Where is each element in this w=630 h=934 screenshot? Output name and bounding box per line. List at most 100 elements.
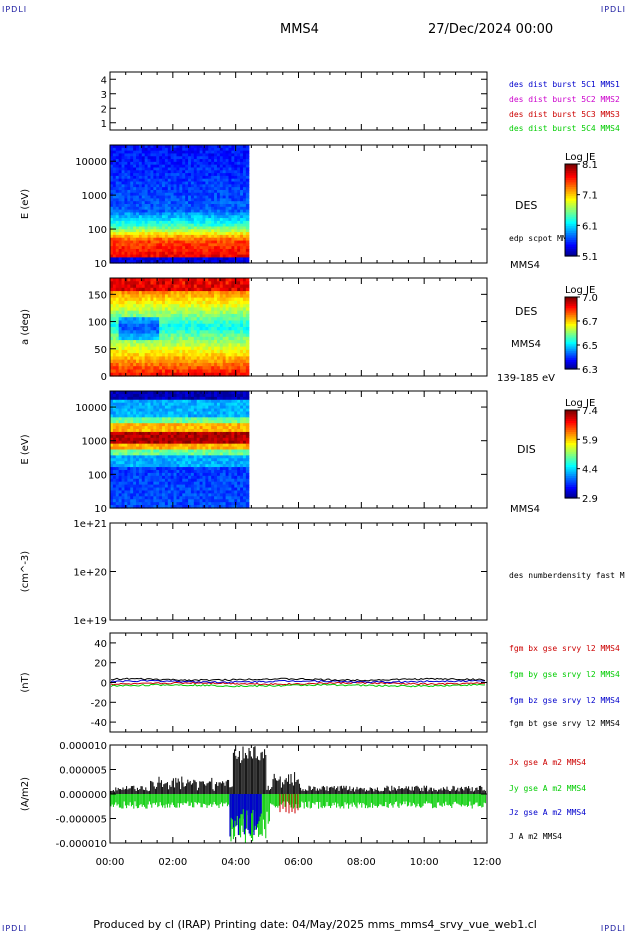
spectrogram-cell [176, 313, 180, 318]
spectrogram-cell [182, 429, 186, 433]
spectrogram-cell [185, 323, 189, 328]
spectrogram-cell [127, 204, 131, 208]
spectrogram-cell [185, 204, 189, 208]
spectrogram-cell [190, 356, 195, 361]
spectrogram-cell [242, 147, 247, 152]
spectrogram-cell [182, 475, 186, 480]
spectrogram-cell [216, 206, 221, 211]
spectrogram-cell [219, 156, 224, 160]
spectrogram-cell [173, 178, 178, 183]
spectrogram-cell [115, 431, 120, 436]
spectrogram-cell [222, 209, 227, 214]
spectrogram-cell [182, 300, 186, 305]
spectrogram-cell [245, 340, 250, 344]
spectrogram-cell [222, 234, 227, 239]
spectrogram-cell [121, 391, 126, 395]
spectrogram-cell [185, 317, 189, 322]
spectrogram-cell [115, 349, 120, 354]
spectrogram-cell [231, 320, 235, 325]
spectrogram-cell [147, 426, 152, 430]
spectrogram-cell [211, 372, 215, 377]
spectrogram-cell [136, 175, 140, 180]
spectrogram-cell [182, 464, 186, 468]
spectrogram-cell [141, 192, 146, 197]
spectrogram-cell [173, 175, 178, 180]
des-energy-colorbar-gradient-step [565, 207, 577, 211]
spectrogram-cell [173, 396, 178, 401]
spectrogram-cell [176, 294, 180, 299]
spectrogram-cell [110, 353, 114, 357]
spectrogram-cell [118, 449, 123, 454]
spectrogram-cell [179, 487, 183, 492]
spectrogram-cell [124, 164, 128, 169]
spectrogram-cell [216, 226, 221, 230]
spectrogram-cell [176, 452, 180, 456]
spectrogram-cell [133, 300, 137, 305]
spectrogram-cell [196, 184, 201, 188]
spectrogram-cell [118, 278, 123, 282]
spectrogram-cell [164, 417, 169, 421]
spectrogram-cell [208, 206, 212, 211]
spectrogram-cell [185, 209, 189, 214]
spectrogram-cell [196, 223, 201, 228]
spectrogram-cell [136, 490, 140, 494]
spectrogram-cell [130, 226, 134, 230]
spectrogram-cell [162, 161, 166, 166]
spectrogram-cell [162, 490, 166, 494]
spectrogram-cell [141, 170, 146, 174]
spectrogram-cell [156, 167, 160, 171]
spectrogram-cell [121, 464, 126, 468]
spectrogram-cell [156, 320, 160, 325]
spectrogram-cell [162, 362, 166, 367]
spectrogram-cell [164, 237, 169, 242]
spectrogram-cell [170, 431, 175, 436]
spectrogram-cell [118, 417, 123, 421]
spectrogram-cell [127, 246, 131, 250]
spectrogram-cell [240, 327, 244, 331]
spectrogram-cell [162, 310, 166, 315]
spectrogram-cell [124, 297, 128, 302]
spectrogram-cell [225, 304, 230, 308]
spectrogram-cell [121, 396, 126, 401]
spectrogram-cell [112, 446, 117, 451]
spectrogram-cell [182, 307, 186, 312]
spectrogram-cell [144, 145, 149, 149]
spectrogram-cell [240, 161, 244, 166]
spectrogram-cell [214, 195, 218, 199]
spectrogram-cell [228, 327, 233, 331]
spectrogram-cell [179, 396, 183, 401]
spectrogram-cell [188, 359, 192, 364]
spectrogram-cell [173, 173, 178, 177]
spectrogram-cell [219, 300, 224, 305]
spectrogram-cell [214, 251, 218, 256]
spectrogram-cell [245, 294, 250, 299]
spectrogram-cell [144, 297, 149, 302]
spectrogram-cell [190, 153, 195, 157]
spectrogram-cell [208, 175, 212, 180]
spectrogram-cell [164, 429, 169, 433]
spectrogram-cell [173, 467, 178, 471]
spectrogram-cell [147, 440, 152, 445]
spectrogram-cell [167, 320, 172, 325]
spectrogram-cell [130, 246, 134, 250]
spectrogram-cell [231, 161, 235, 166]
spectrogram-cell [205, 209, 209, 214]
spectrogram-cell [162, 343, 166, 348]
spectrogram-cell [208, 336, 212, 341]
spectrogram-cell [176, 408, 180, 413]
spectrogram-cell [179, 291, 183, 295]
spectrogram-cell [144, 187, 149, 191]
spectrogram-cell [133, 206, 137, 211]
spectrogram-cell [216, 192, 221, 197]
spectrogram-cell [176, 159, 180, 163]
spectrogram-cell [133, 150, 137, 155]
spectrogram-cell [237, 340, 241, 344]
spectrogram-cell [159, 369, 163, 374]
spectrogram-cell [121, 414, 126, 418]
spectrogram-cell [176, 502, 180, 506]
spectrogram-cell [188, 257, 192, 261]
spectrogram-cell [124, 343, 128, 348]
spectrogram-cell [153, 234, 157, 239]
spectrogram-cell [185, 320, 189, 325]
spectrogram-cell [162, 452, 166, 456]
